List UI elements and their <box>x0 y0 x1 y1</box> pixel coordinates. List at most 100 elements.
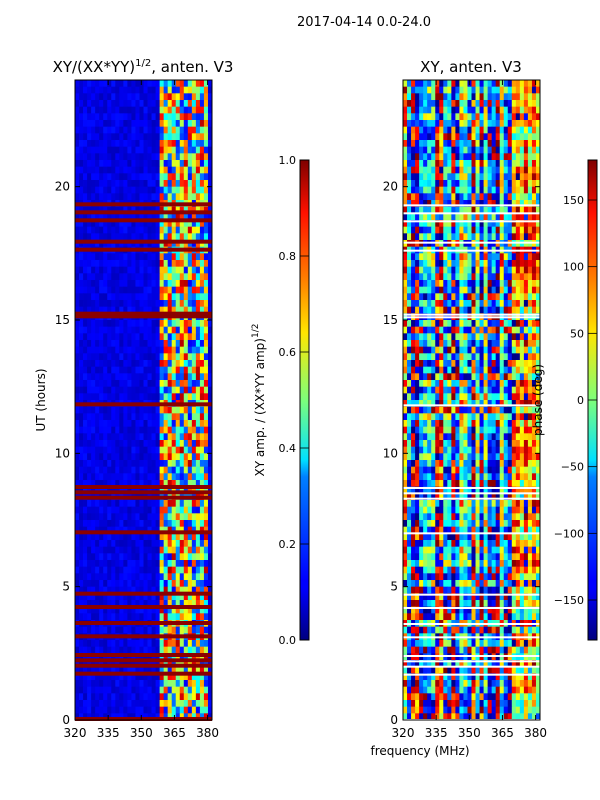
left-heatmap-cell <box>95 133 100 141</box>
right-heatmap-cell <box>515 173 521 181</box>
left-heatmap-cell <box>187 486 193 494</box>
right-heatmap-cell <box>475 113 480 121</box>
left-heatmap-cell <box>207 273 213 281</box>
right-heatmap-cell <box>467 253 472 261</box>
left-heatmap-cell <box>91 320 96 328</box>
left-heatmap-cell <box>147 326 152 334</box>
right-heatmap-cell <box>419 166 424 174</box>
left-heatmap-cell <box>203 140 209 148</box>
left-heatmap-cell <box>87 453 92 461</box>
right-heatmap-cell <box>455 293 460 301</box>
left-heatmap-cell <box>191 426 197 434</box>
left-heatmap-cell <box>111 193 116 201</box>
left-heatmap-cell <box>187 573 193 581</box>
left-heatmap-cell <box>187 453 193 461</box>
left-heatmap-cell <box>147 146 152 154</box>
right-heatmap-cell <box>515 293 521 301</box>
left-heatmap-cell <box>95 226 100 234</box>
right-heatmap-cell <box>535 366 541 374</box>
left-heatmap-cell <box>87 706 92 714</box>
left-heatmap-cell <box>87 146 92 154</box>
left-heatmap-cell <box>139 593 144 601</box>
left-heatmap-cell <box>163 193 169 201</box>
right-heatmap-cell <box>511 366 517 374</box>
left-heatmap-cell <box>131 300 136 308</box>
left-heatmap-cell <box>135 333 140 341</box>
left-heatmap-cell <box>83 693 88 701</box>
left-heatmap-cell <box>183 546 189 554</box>
right-heatmap-cell <box>451 300 456 308</box>
left-heatmap-cell <box>91 106 96 114</box>
left-heatmap-cell <box>139 540 144 548</box>
left-heatmap-cell <box>87 353 92 361</box>
right-heatmap-cell <box>403 360 408 368</box>
left-heatmap-cell <box>175 160 181 168</box>
right-heatmap-cell <box>407 120 412 128</box>
right-heatmap-cell <box>491 113 497 121</box>
right-heatmap-cell <box>499 100 505 108</box>
left-heatmap-cell <box>139 506 144 514</box>
left-heatmap-cell <box>143 553 148 561</box>
right-heatmap-cell <box>427 213 432 221</box>
right-heatmap-cell <box>519 180 525 188</box>
left-heatmap-cell <box>155 113 161 121</box>
right-heatmap-cell <box>431 393 436 401</box>
right-heatmap-cell <box>439 100 444 108</box>
right-heatmap-cell <box>503 166 509 174</box>
left-heatmap-cell <box>111 580 116 588</box>
left-heatmap-cell <box>183 680 189 688</box>
left-heatmap-cell <box>103 666 108 674</box>
left-heatmap-cell <box>163 80 169 88</box>
right-heatmap-cell <box>423 253 428 261</box>
left-heatmap-cell <box>139 700 144 708</box>
right-heatmap-cell <box>523 213 529 221</box>
left-heatmap-cell <box>79 180 84 188</box>
left-heatmap-cell <box>135 426 140 434</box>
left-heatmap-cell <box>191 393 197 401</box>
left-heatmap-cell <box>127 393 132 401</box>
left-heatmap-cell <box>147 206 152 214</box>
left-heatmap-cell <box>187 166 193 174</box>
left-heatmap-cell <box>147 713 152 721</box>
left-heatmap-cell <box>87 600 92 608</box>
right-heatmap-cell <box>403 353 408 361</box>
left-heatmap-cell <box>171 406 177 414</box>
left-heatmap-cell <box>95 120 100 128</box>
left-heatmap-cell <box>79 353 84 361</box>
right-heatmap-cell <box>491 393 497 401</box>
left-heatmap-cell <box>179 320 185 328</box>
left-heatmap-cell <box>111 300 116 308</box>
left-heatmap-cell <box>159 460 165 468</box>
left-heatmap-cell <box>75 273 80 281</box>
right-heatmap-cell <box>515 140 521 148</box>
left-heatmap-cell <box>203 306 209 314</box>
left-heatmap-cell <box>171 120 177 128</box>
left-heatmap-cell <box>131 306 136 314</box>
left-heatmap-cell <box>79 413 84 421</box>
left-heatmap-cell <box>99 226 104 234</box>
right-heatmap-cell <box>491 206 497 214</box>
right-heatmap-cell <box>523 100 529 108</box>
left-heatmap-cell <box>119 553 124 561</box>
left-heatmap-cell <box>119 680 124 688</box>
right-heatmap-cell <box>447 186 452 194</box>
left-heatmap-cell <box>183 513 189 521</box>
left-heatmap-cell <box>191 686 197 694</box>
left-heatmap-cell <box>83 426 88 434</box>
left-heatmap-cell <box>175 280 181 288</box>
left-heatmap-cell <box>75 646 80 654</box>
left-heatmap-cell <box>199 713 205 721</box>
left-heatmap-cell <box>115 553 120 561</box>
left-heatmap-cell <box>199 566 205 574</box>
right-heatmap-cell <box>451 373 456 381</box>
left-heatmap-cell <box>91 126 96 134</box>
left-heatmap-cell <box>87 160 92 168</box>
left-heatmap-cell <box>143 100 148 108</box>
right-heatmap-cell <box>435 366 440 374</box>
left-heatmap-cell <box>131 86 136 94</box>
left-heatmap-cell <box>167 420 173 428</box>
left-heatmap-cell <box>151 440 156 448</box>
right-heatmap-cell <box>511 373 517 381</box>
left-heatmap-cell <box>91 220 96 228</box>
left-heatmap-cell <box>159 333 165 341</box>
